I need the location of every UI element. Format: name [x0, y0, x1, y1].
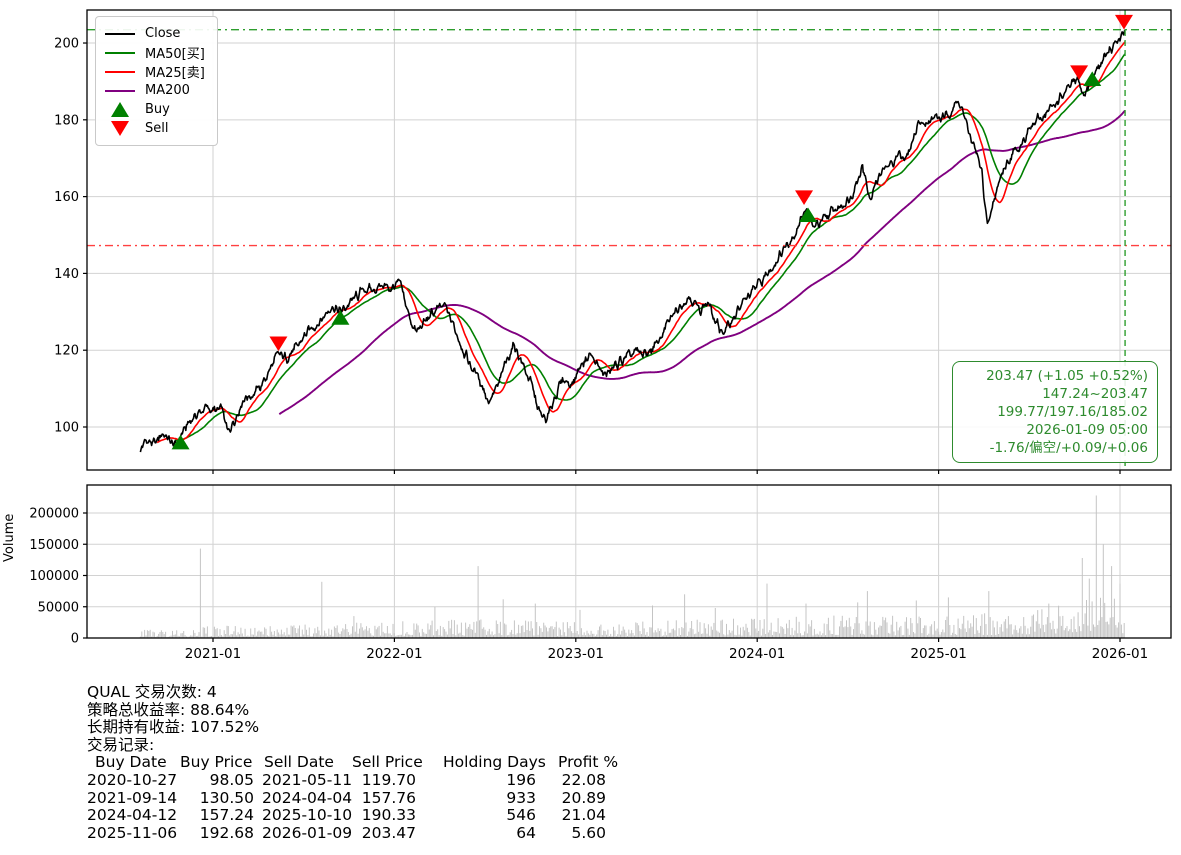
- trade-cell: 203.47: [361, 823, 416, 842]
- close-line: [139, 29, 1126, 453]
- annotation-range-line: 147.24~203.47: [1042, 386, 1148, 402]
- trade-records-title: 交易记录:: [87, 735, 155, 754]
- volume-tick-label: 100000: [29, 569, 79, 584]
- sell-marker: [1114, 14, 1133, 30]
- price-tick-label: 180: [54, 113, 79, 128]
- trade-col-header: Holding Days: [443, 753, 546, 771]
- trade-col-header: Sell Price: [352, 753, 423, 771]
- x-tick-label: 2021-01: [185, 646, 241, 662]
- trade-cell: 98.05: [209, 771, 254, 789]
- trade-row: 2024-04-12 157.24 2025-10-10 190.33 546 21.04: [87, 806, 606, 825]
- buy-marker: [331, 310, 350, 325]
- sell-marker: [269, 336, 288, 352]
- trade-table-rows: 2020-10-27 98.05 2021-05-11 119.70 196 22.08 2…: [87, 771, 606, 843]
- legend-item-ma200: MA200: [105, 81, 205, 100]
- trade-count-line: QUAL 交易次数: 4: [87, 683, 217, 701]
- trade-cell: 2025-11-06: [87, 823, 178, 842]
- trade-col-header: Profit %: [558, 753, 619, 771]
- price-panel-border: [86, 9, 1172, 471]
- price-tick-label: 100: [54, 420, 79, 435]
- buy-marker: [1083, 71, 1102, 86]
- trade-cell: 119.70: [361, 771, 416, 789]
- sell-triangle-icon: [111, 121, 129, 136]
- ma200-line-swatch-icon: [105, 89, 135, 92]
- volume-tick-label: 0: [71, 632, 79, 647]
- legend-item-ma25: MA25[卖]: [105, 62, 205, 81]
- trade-cell: 190.33: [361, 806, 416, 824]
- x-tick-label: 2024-01: [729, 646, 785, 662]
- annotation-price-line: 203.47 (+1.05 +0.52%): [986, 368, 1148, 384]
- legend-label: MA50[买]: [145, 47, 205, 62]
- volume-panel-border: [86, 484, 1172, 639]
- trade-cell: 2024-04-04: [262, 788, 353, 807]
- trade-col-header: Buy Date: [95, 753, 167, 771]
- trade-row: 2020-10-27 98.05 2021-05-11 119.70 196 22.08: [87, 771, 606, 790]
- ma50--line-swatch-icon: [105, 51, 135, 54]
- trade-row: 2021-09-14 130.50 2024-04-04 157.76 933 20.89: [87, 788, 606, 808]
- legend-item-buy: Buy: [105, 100, 205, 119]
- legend-label: Sell: [145, 121, 169, 136]
- trade-table-header: Buy Date Buy Price Sell Date Sell Price Hold…: [87, 753, 618, 772]
- price-tick-label: 160: [54, 190, 79, 205]
- trade-cell: 546: [506, 806, 536, 824]
- trade-cell: 64: [516, 823, 536, 842]
- trade-cell: 22.08: [561, 771, 606, 789]
- trade-row: 2025-11-06 192.68 2026-01-09 203.47 64 5.60: [87, 823, 606, 843]
- trade-cell: 196: [506, 771, 536, 789]
- buy-marker: [171, 434, 190, 450]
- close-line-swatch-icon: [105, 32, 135, 35]
- trade-cell: 157.24: [199, 806, 254, 824]
- buy-triangle-icon: [111, 102, 129, 117]
- legend-item-sell: Sell: [105, 119, 205, 138]
- volume-axis-label: Volume: [2, 513, 17, 562]
- legend-item-ma50: MA50[买]: [105, 43, 205, 62]
- annotation-ma-line: 199.77/197.16/185.02: [997, 404, 1148, 420]
- strategy-stats-block: QUAL 交易次数: 4 策略总收益率: 88.64% 长期持有收益: 107.…: [87, 683, 618, 843]
- trade-cell: 157.76: [361, 788, 416, 807]
- trade-cell: 192.68: [199, 823, 254, 842]
- price-tick-label: 120: [54, 344, 79, 359]
- legend-label: Close: [145, 26, 181, 41]
- price-volume-chart: 100 120 140 160 180 200 0 50000 100000 150000 2000…: [29, 9, 1172, 662]
- x-tick-label: 2025-01: [910, 646, 966, 662]
- buy-marker: [799, 207, 818, 223]
- trade-cell: 2021-05-11: [262, 771, 353, 789]
- quote-annotation-box: 203.47 (+1.05 +0.52%) 147.24~203.47 199.…: [952, 361, 1158, 463]
- ma25--line-swatch-icon: [105, 70, 135, 73]
- volume-tick-label: 200000: [29, 507, 79, 522]
- price-tick-label: 140: [54, 267, 79, 282]
- x-tick-label: 2026-01: [1092, 646, 1148, 662]
- trade-cell: 20.89: [561, 788, 606, 807]
- trade-cell: 2020-10-27: [87, 771, 178, 789]
- trade-cell: 2026-01-09: [262, 823, 353, 842]
- volume-tick-label: 50000: [38, 600, 79, 615]
- annotation-signal-line: -1.76/偏空/+0.09/+0.06: [989, 440, 1148, 456]
- trade-cell: 2024-04-12: [87, 806, 178, 824]
- sell-marker: [1070, 65, 1089, 80]
- legend-item-close: Close: [105, 24, 205, 43]
- trade-cell: 2021-09-14: [87, 788, 178, 807]
- volume-tick-label: 150000: [29, 538, 79, 553]
- ma50-line: [174, 53, 1126, 442]
- legend-label: Buy: [145, 102, 170, 117]
- chart-legend: Close MA50[买] MA25[卖] MA200 Buy Sell: [95, 16, 218, 146]
- sell-marker: [795, 190, 814, 205]
- trade-cell: 5.60: [571, 823, 606, 842]
- legend-label: MA200: [145, 83, 190, 98]
- trade-cell: 130.50: [199, 788, 254, 807]
- x-tick-label: 2023-01: [548, 646, 604, 662]
- legend-label: MA25[卖]: [145, 66, 205, 81]
- x-tick-label: 2022-01: [366, 646, 422, 662]
- trade-col-header: Sell Date: [264, 753, 334, 771]
- annotation-date-line: 2026-01-09 05:00: [1026, 422, 1148, 438]
- trade-col-header: Buy Price: [180, 753, 253, 771]
- volume-bars: [139, 495, 1125, 639]
- trade-cell: 933: [506, 788, 536, 807]
- trade-cell: 2025-10-10: [262, 806, 353, 824]
- trade-cell: 21.04: [561, 806, 606, 824]
- buyhold-return-line: 长期持有收益: 107.52%: [87, 718, 260, 736]
- strategy-return-line: 策略总收益率: 88.64%: [87, 700, 250, 719]
- price-tick-label: 200: [54, 37, 79, 52]
